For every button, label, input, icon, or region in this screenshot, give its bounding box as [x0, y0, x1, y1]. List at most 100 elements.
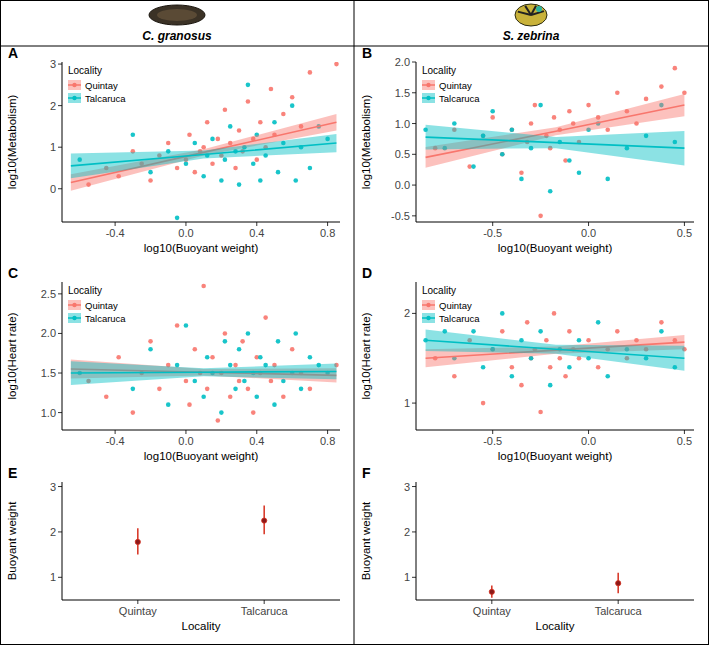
- fit-line: [71, 143, 337, 166]
- point: [246, 99, 251, 104]
- point: [290, 347, 295, 352]
- point: [175, 166, 180, 171]
- point: [577, 170, 582, 175]
- legend-swatch: [426, 303, 430, 307]
- divider: [0, 46, 709, 47]
- point: [201, 394, 206, 399]
- panel: B-0.50.00.51.01.52.0-0.50.00.5log10(Buoy…: [360, 45, 694, 254]
- y-axis-title: Buoyant weight: [6, 501, 18, 580]
- legend-swatch: [68, 313, 81, 323]
- x-axis-title: Locality: [536, 620, 575, 632]
- tick: [412, 123, 416, 124]
- point: [246, 387, 251, 392]
- confidence-band: [426, 330, 685, 371]
- tick: [185, 222, 186, 226]
- tick-label: 0.0: [581, 227, 596, 239]
- point: [552, 311, 557, 316]
- tick-label: 0.5: [395, 148, 410, 160]
- legend: LocalityQuintayTalcaruca: [65, 63, 131, 107]
- point: [544, 338, 549, 343]
- point: [148, 339, 153, 344]
- tick-label: Quintay: [473, 605, 511, 617]
- legend-swatch: [68, 93, 81, 103]
- tick-label: Talcaruca: [595, 605, 643, 617]
- tick-label: 0.4: [249, 435, 264, 447]
- tick: [412, 313, 416, 314]
- point: [538, 410, 543, 415]
- point: [281, 112, 286, 117]
- tick-label: 0.0: [581, 435, 596, 447]
- tick: [58, 373, 62, 374]
- point: [210, 162, 215, 167]
- tick: [185, 430, 186, 434]
- point: [529, 356, 534, 361]
- point: [644, 97, 649, 102]
- point: [219, 178, 224, 183]
- y-axis-title: log10(Heart rate): [6, 312, 18, 399]
- legend-title: Locality: [68, 285, 102, 296]
- species-icon: [515, 4, 547, 26]
- fit-line: [426, 137, 685, 148]
- tick-label: -0.4: [106, 227, 125, 239]
- point: [116, 355, 121, 360]
- legend-label: Quintay: [85, 300, 118, 311]
- tick: [58, 531, 62, 532]
- tick-label: 0.8: [320, 435, 335, 447]
- point: [205, 387, 210, 392]
- point: [615, 329, 620, 334]
- point: [596, 320, 601, 325]
- point: [166, 402, 171, 407]
- point: [258, 355, 263, 360]
- legend-swatch: [426, 316, 430, 320]
- point: [237, 347, 242, 352]
- legend-label: Talcaruca: [439, 313, 480, 324]
- fit-line: [426, 340, 685, 358]
- legend-title: Locality: [68, 65, 102, 76]
- point: [184, 162, 189, 167]
- point: [272, 402, 277, 407]
- y-axis: [416, 282, 417, 430]
- tick-label: 2.0: [41, 327, 56, 339]
- point: [135, 539, 140, 544]
- point: [175, 363, 180, 368]
- tick-label: 1.5: [41, 367, 56, 379]
- point: [552, 115, 557, 120]
- tick: [684, 430, 685, 434]
- point: [548, 365, 553, 370]
- point: [148, 178, 153, 183]
- point: [240, 339, 245, 344]
- tick: [58, 293, 62, 294]
- tick: [256, 430, 257, 434]
- tick: [115, 430, 116, 434]
- fit-line: [71, 371, 337, 373]
- x-axis-title: Locality: [182, 620, 221, 632]
- panel: F123QuintayTalcarucaLocalityBuoyant weig…: [360, 465, 694, 632]
- point: [269, 87, 274, 92]
- tick: [58, 486, 62, 487]
- legend-label: Talcaruca: [439, 93, 480, 104]
- point: [605, 127, 610, 132]
- legend-swatch: [422, 80, 435, 90]
- panel-letter: D: [362, 265, 372, 281]
- point: [616, 581, 621, 586]
- point: [519, 177, 524, 182]
- legend-label: Talcaruca: [85, 313, 126, 324]
- species-name: C. granosus: [142, 29, 212, 43]
- tick-label: 1: [404, 397, 410, 409]
- point: [586, 338, 591, 343]
- legend: LocalityQuintayTalcaruca: [419, 283, 485, 327]
- point: [308, 70, 313, 75]
- point: [187, 402, 192, 407]
- point: [201, 145, 206, 150]
- x-axis-title: log10(Buoyant weight): [498, 242, 613, 254]
- x-axis-title: log10(Buoyant weight): [144, 242, 259, 254]
- legend-label: Talcaruca: [85, 93, 126, 104]
- y-axis-title: log10(Metabolism): [6, 95, 18, 190]
- point: [201, 174, 206, 179]
- point: [184, 323, 189, 328]
- tick-label: 3: [404, 481, 410, 493]
- point: [223, 331, 228, 336]
- point: [510, 374, 515, 379]
- tick: [618, 600, 619, 604]
- point: [166, 141, 171, 146]
